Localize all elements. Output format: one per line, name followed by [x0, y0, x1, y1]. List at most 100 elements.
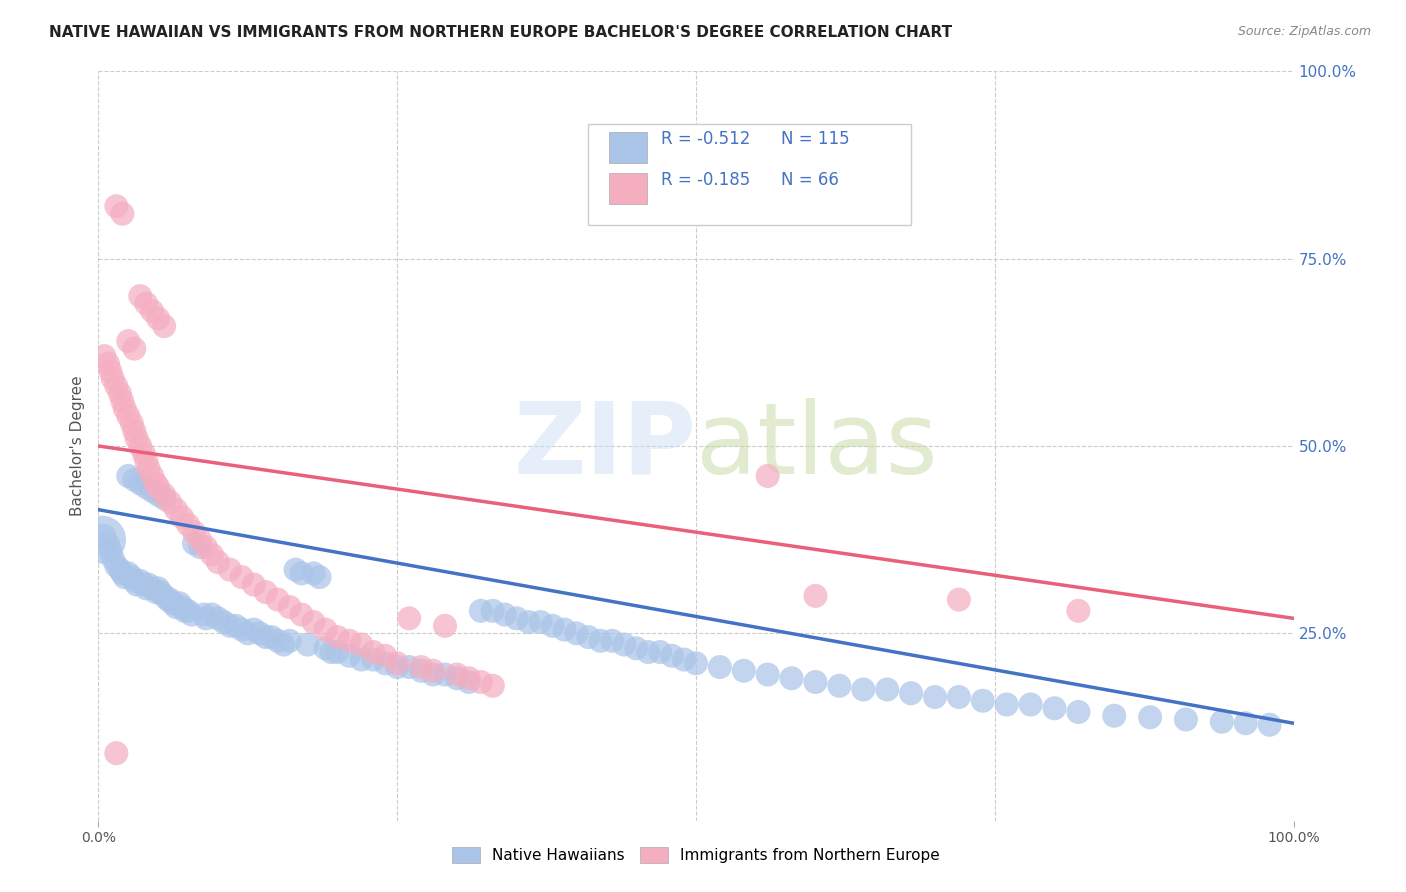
Point	[350, 638, 373, 652]
Point	[121, 417, 143, 431]
Point	[129, 574, 152, 588]
Point	[111, 207, 134, 221]
Point	[422, 664, 444, 678]
Point	[98, 364, 122, 378]
Point	[434, 619, 457, 633]
Point	[1211, 714, 1233, 729]
Point	[169, 596, 191, 610]
Point	[180, 607, 202, 622]
Point	[117, 469, 139, 483]
Point	[458, 671, 481, 685]
Point	[101, 551, 124, 566]
Point	[159, 495, 181, 509]
Point	[506, 611, 529, 625]
Point	[141, 304, 163, 318]
Point	[876, 682, 898, 697]
Point	[1175, 713, 1198, 727]
Point	[101, 371, 124, 385]
Point	[162, 596, 184, 610]
Point	[165, 600, 187, 615]
Point	[188, 540, 211, 554]
Point	[626, 641, 648, 656]
Point	[236, 626, 259, 640]
Point	[260, 630, 283, 644]
Point	[1258, 717, 1281, 731]
Point	[129, 439, 152, 453]
Point	[291, 566, 314, 581]
Point	[326, 630, 349, 644]
Point	[363, 645, 385, 659]
Point	[114, 570, 136, 584]
Point	[398, 660, 420, 674]
Point	[685, 657, 707, 671]
Point	[470, 604, 492, 618]
Point	[135, 480, 157, 494]
Text: N = 66: N = 66	[780, 171, 839, 189]
Point	[138, 461, 160, 475]
Point	[648, 645, 672, 659]
Point	[219, 563, 242, 577]
Point	[105, 199, 128, 213]
Point	[267, 592, 290, 607]
Point	[153, 319, 176, 334]
Point	[125, 577, 148, 591]
Point	[446, 667, 468, 681]
Point	[828, 679, 851, 693]
Point	[297, 638, 319, 652]
Y-axis label: Bachelor's Degree: Bachelor's Degree	[69, 376, 84, 516]
Point	[243, 577, 266, 591]
Point	[145, 585, 167, 599]
Point	[541, 619, 564, 633]
Point	[117, 334, 139, 348]
Text: R = -0.512: R = -0.512	[661, 130, 751, 148]
Point	[135, 296, 157, 310]
Point	[125, 432, 148, 446]
Point	[121, 570, 143, 584]
Point	[138, 577, 160, 591]
Point	[411, 660, 433, 674]
Point	[339, 633, 361, 648]
Point	[148, 582, 170, 596]
Point	[1234, 716, 1257, 731]
Point	[470, 675, 492, 690]
Point	[153, 491, 176, 506]
Point	[93, 349, 115, 363]
Text: atlas: atlas	[696, 398, 938, 494]
Point	[105, 558, 128, 573]
Point	[172, 510, 194, 524]
Point	[141, 469, 163, 483]
Point	[93, 529, 115, 543]
Point	[385, 657, 409, 671]
Text: N = 115: N = 115	[780, 130, 849, 148]
Point	[249, 626, 271, 640]
Point	[132, 577, 155, 591]
Point	[201, 548, 224, 562]
Point	[145, 476, 167, 491]
Point	[108, 386, 131, 401]
Point	[195, 540, 218, 554]
Point	[315, 623, 337, 637]
Legend: Native Hawaiians, Immigrants from Northern Europe: Native Hawaiians, Immigrants from Northe…	[446, 841, 946, 869]
Point	[97, 357, 120, 371]
Point	[254, 585, 277, 599]
Point	[321, 645, 343, 659]
Point	[207, 555, 229, 569]
Point	[661, 648, 683, 663]
Point	[1043, 701, 1066, 715]
Point	[900, 686, 922, 700]
Point	[148, 311, 170, 326]
FancyBboxPatch shape	[589, 124, 911, 225]
Text: R = -0.185: R = -0.185	[661, 171, 751, 189]
Point	[183, 536, 205, 550]
Text: NATIVE HAWAIIAN VS IMMIGRANTS FROM NORTHERN EUROPE BACHELOR'S DEGREE CORRELATION: NATIVE HAWAIIAN VS IMMIGRANTS FROM NORTH…	[49, 25, 952, 40]
Point	[156, 592, 179, 607]
Point	[243, 623, 266, 637]
Point	[1139, 710, 1161, 724]
Point	[97, 536, 120, 550]
Point	[291, 607, 314, 622]
Text: ZIP: ZIP	[513, 398, 696, 494]
Point	[613, 638, 636, 652]
Point	[273, 638, 295, 652]
Point	[709, 660, 731, 674]
Point	[219, 619, 242, 633]
